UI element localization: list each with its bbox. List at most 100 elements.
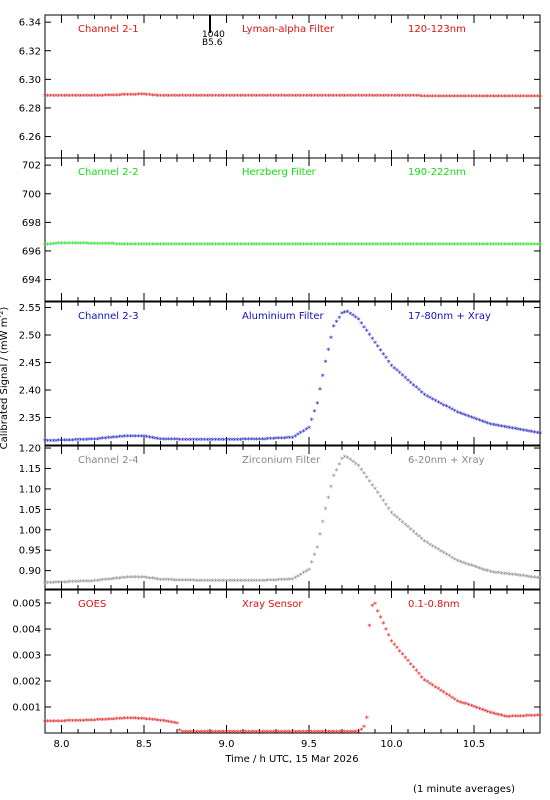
panel-3-data-point: * — [43, 438, 47, 447]
panel-1-data-point: * — [280, 93, 284, 102]
panel-5-data-point: * — [266, 728, 270, 737]
panel-3-data-point: * — [82, 436, 86, 445]
panel-5-data-point: * — [370, 602, 374, 611]
panel-3-data-point: * — [139, 433, 143, 442]
panel-5-data-point: * — [131, 715, 135, 724]
panel-4-data-point: * — [255, 578, 259, 587]
panel-4-data-point: * — [304, 568, 308, 577]
panel-3-data-point: * — [238, 436, 242, 445]
panel-5-data-point: * — [175, 720, 179, 729]
panel-3-data-point: * — [329, 335, 333, 344]
panel-3-data-point: * — [513, 426, 517, 435]
panel-3-data-point: * — [379, 347, 383, 356]
panel-4-filter-label: Zirconium Filter — [242, 455, 321, 466]
panel-5-data-point: * — [494, 711, 498, 720]
panel-1-data-point: * — [269, 93, 273, 102]
panel-4-data-point: * — [145, 574, 149, 583]
panel-2-data-point: * — [373, 241, 377, 250]
panel-3-data-point: * — [247, 436, 251, 445]
panel-4-y-tick-label: 0.95 — [19, 546, 41, 557]
event-marker-class: B5.6 — [202, 38, 223, 48]
panel-2-data-point: * — [412, 241, 416, 250]
panel-4-data-point: * — [128, 574, 132, 583]
panel-1-data-point: * — [62, 93, 66, 102]
panel-2-data-point: * — [148, 241, 152, 250]
panel-3-frame — [44, 301, 541, 446]
panel-1-data-point: * — [401, 93, 405, 102]
panel-5-data-point: * — [62, 718, 66, 727]
panel-2-data-point: * — [60, 240, 64, 249]
panel-4-data-point: * — [288, 576, 292, 585]
panel-1-data-point: * — [458, 93, 462, 102]
panel-2-data-point: * — [159, 241, 163, 250]
panel-3-data-point: * — [161, 436, 165, 445]
panel-3-data-point: * — [175, 436, 179, 445]
panel-5-data-point: * — [357, 728, 361, 737]
panel-1-data-point: * — [109, 92, 113, 101]
panel-4-data-point: * — [423, 538, 427, 547]
panel-1-data-point: * — [134, 91, 138, 100]
panel-4-y-tick-label: 1.00 — [19, 525, 41, 536]
panel-5-channel-label: GOES — [78, 599, 106, 610]
panel-5-data-point: * — [310, 728, 314, 737]
panel-1-data-point: * — [478, 93, 482, 102]
panel-3-data-point: * — [302, 428, 306, 437]
panel-2-data-point: * — [84, 240, 88, 249]
panel-2-data-point: * — [414, 241, 418, 250]
panel-1-data-point: * — [467, 93, 471, 102]
panel-1-filter-label: Lyman-alpha Filter — [242, 24, 335, 35]
panel-2-data-point: * — [175, 241, 179, 250]
panel-2-data-point: * — [172, 241, 176, 250]
panel-4-data-point: * — [513, 572, 517, 581]
panel-4-data-point: * — [95, 577, 99, 586]
panel-3-data-point: * — [417, 387, 421, 396]
panel-1-data-point: * — [406, 93, 410, 102]
panel-3-data-point: * — [87, 436, 91, 445]
panel-5-data-point: * — [126, 715, 130, 724]
panel-1-data-point: * — [156, 92, 160, 101]
panel-2-data-point: * — [87, 240, 91, 249]
panel-4-data-point: * — [376, 490, 380, 499]
panel-2-data-point: * — [469, 241, 473, 250]
panel-1-data-point: * — [225, 93, 229, 102]
panel-3-data-point: * — [508, 425, 512, 434]
panel-2-data-point: * — [335, 241, 339, 250]
panel-5-data-point: * — [379, 614, 383, 623]
panel-2-data-point: * — [216, 241, 220, 250]
panel-3-data-point: * — [401, 372, 405, 381]
panel-4-data-point: * — [370, 482, 374, 491]
panel-4-data-point: * — [175, 577, 179, 586]
panel-2-data-point: * — [106, 241, 110, 250]
panel-5-data-point: * — [280, 728, 284, 737]
panel-3-data-point: * — [90, 436, 94, 445]
panel-1-data-point: * — [332, 93, 336, 102]
panel-2-data-point: * — [76, 240, 80, 249]
panel-2-data-point: * — [126, 241, 130, 250]
panel-1-data-point: * — [423, 93, 427, 102]
panel-5-data-point: * — [392, 641, 396, 650]
panel-4-data-point: * — [508, 571, 512, 580]
panel-4-data-point: * — [271, 577, 275, 586]
panel-5-data-point: * — [332, 728, 336, 737]
panel-3-data-point: * — [357, 316, 361, 325]
panel-3-data-point: * — [126, 433, 130, 442]
panel-3-data-point: * — [346, 308, 350, 317]
panel-1-data-point: * — [359, 93, 363, 102]
panel-4-data-point: * — [238, 578, 242, 587]
panel-3-data-point: * — [370, 335, 374, 344]
panel-1-data-point: * — [447, 93, 451, 102]
panel-2-data-point: * — [447, 241, 451, 250]
panel-5-data-point: * — [348, 728, 352, 737]
panel-1-data-point: * — [395, 93, 399, 102]
panel-1-data-point: * — [535, 93, 539, 102]
panel-1-data-point: * — [516, 93, 520, 102]
panel-4-y-tick-label: 1.10 — [19, 484, 41, 495]
panel-2-y-tick-label: 698 — [22, 218, 41, 229]
panel-1-data-point: * — [288, 93, 292, 102]
panel-4-data-point: * — [139, 574, 143, 583]
panel-2-data-point: * — [288, 241, 292, 250]
panel-4-data-point: * — [137, 574, 141, 583]
panel-2-data-point: * — [456, 241, 460, 250]
panel-2-data-point: * — [535, 241, 539, 250]
panel-2-data-point: * — [222, 241, 226, 250]
